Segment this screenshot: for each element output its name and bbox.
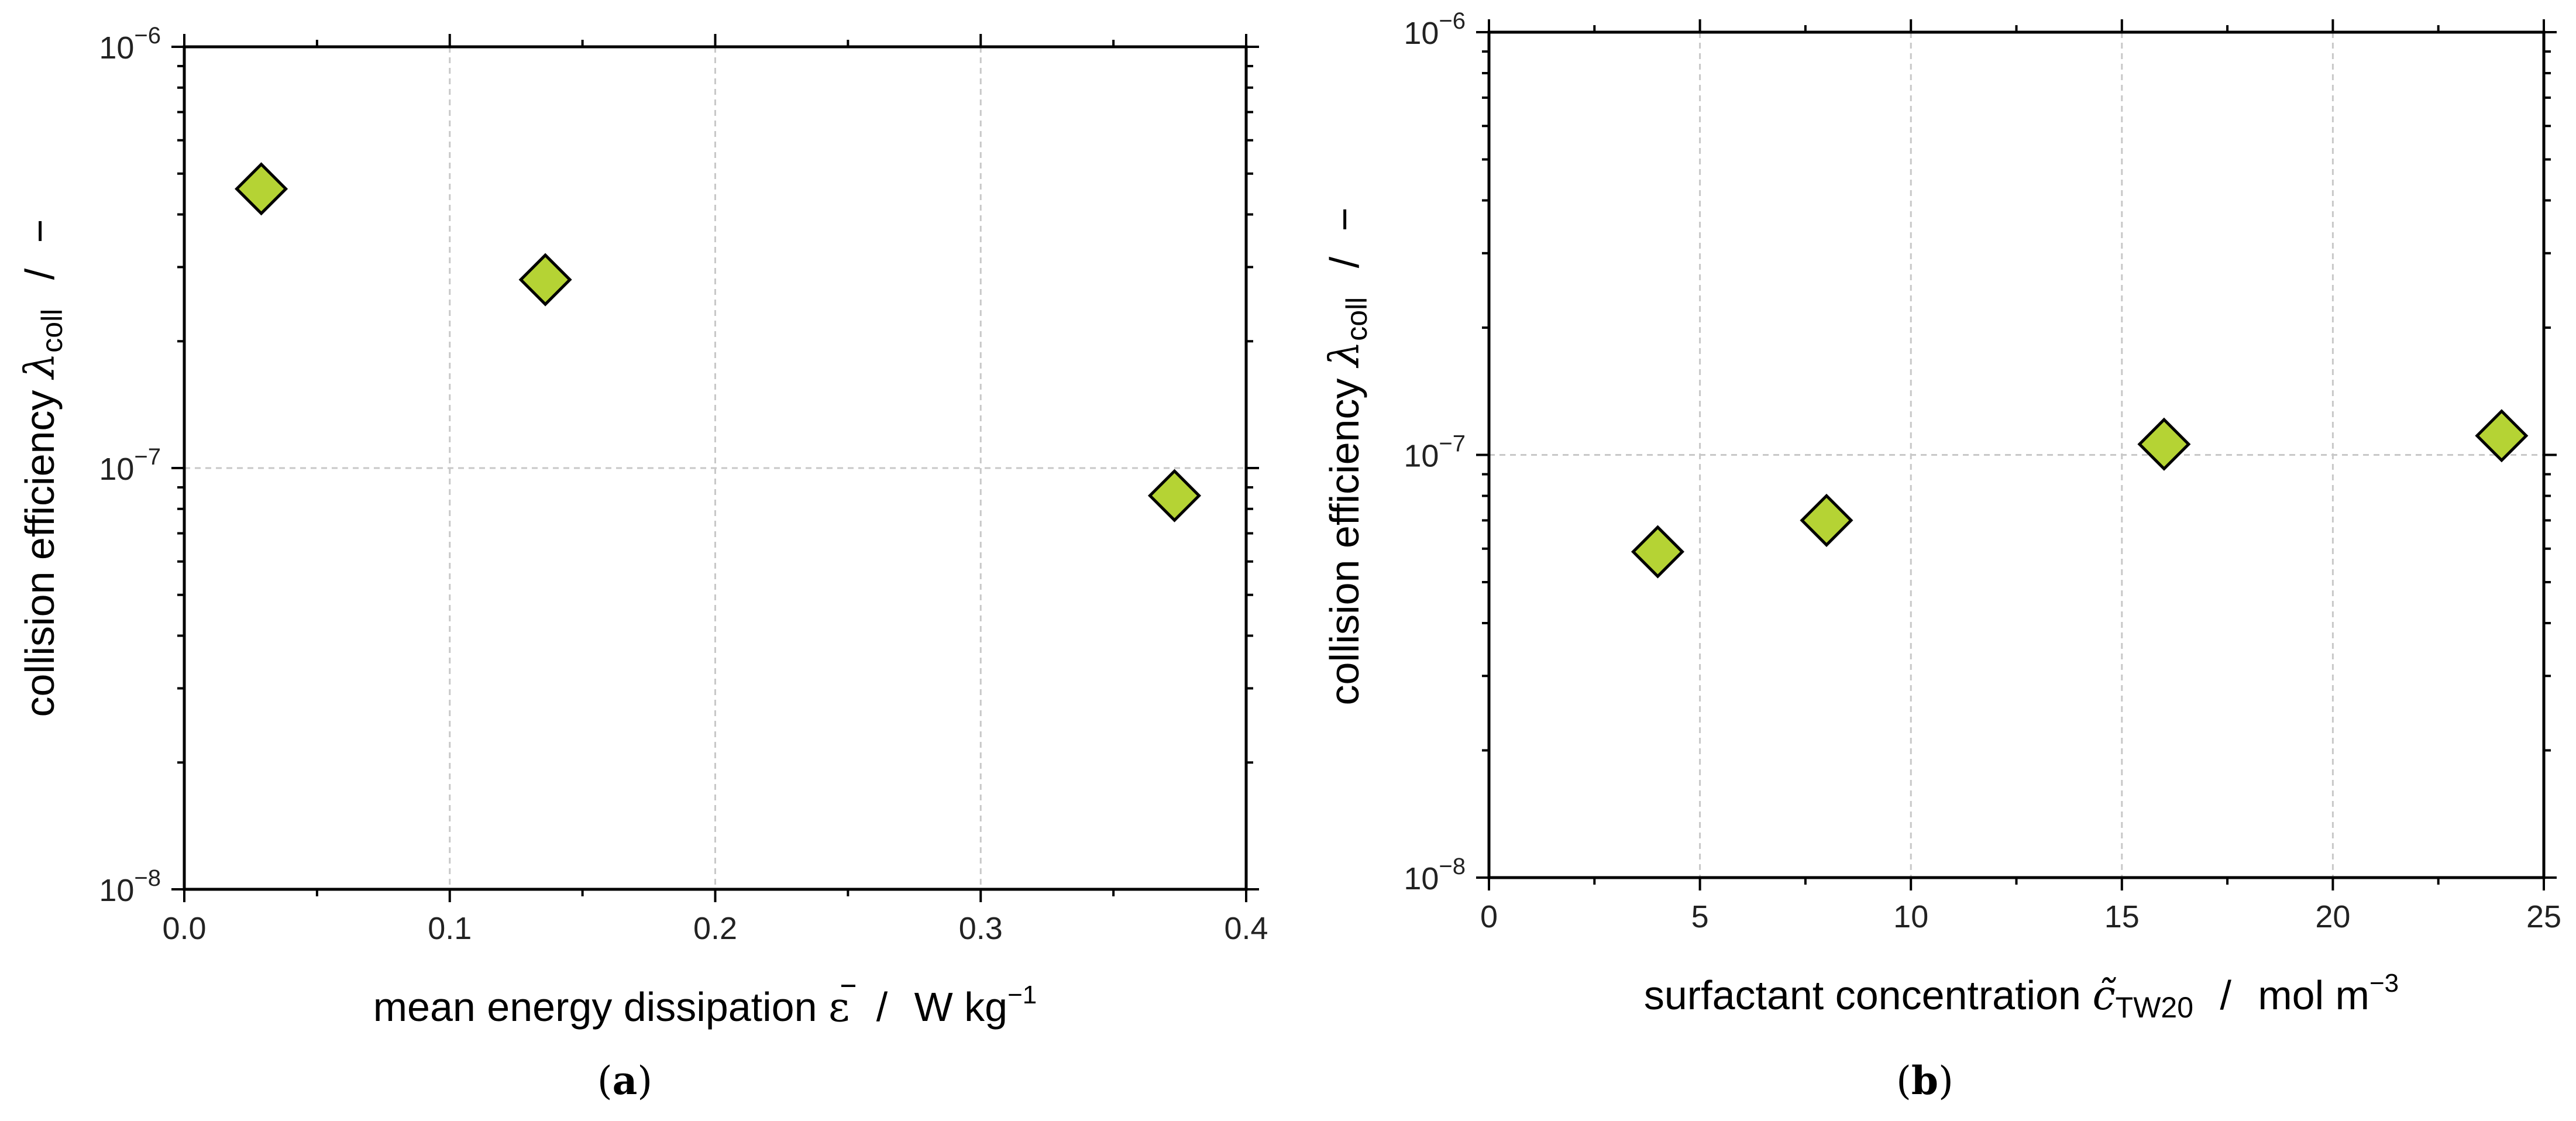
x-tick-label-b: 0	[1480, 899, 1498, 934]
grid-a	[184, 47, 1246, 889]
x-tick-label-b: 10	[1893, 899, 1928, 934]
panel-b: 0 5 10 15 20 25 10−8 10−7 10−6 collision effici…	[1320, 8, 2561, 1103]
grid-b	[1489, 32, 2544, 878]
y-tick-label-a: 10−8	[99, 865, 161, 908]
x-tick-label-a: 0.0	[162, 911, 206, 946]
data-point-b-3	[2137, 417, 2191, 471]
data-point-a-2	[518, 253, 572, 307]
data-point-a-1	[235, 162, 288, 216]
panel-a: 0.0 0.1 0.2 0.3 0.4 10−8 10−7 10−6 collision e…	[16, 23, 1268, 1103]
x-ticks-b: 0 5 10 15 20 25	[1480, 19, 2561, 934]
x-tick-label-b: 5	[1691, 899, 1709, 934]
panel-caption-a: (a)	[597, 1058, 652, 1103]
x-tick-label-a: 0.3	[959, 911, 1003, 946]
y-tick-label-b: 10−7	[1404, 431, 1466, 474]
x-tick-label-b: 20	[2315, 899, 2350, 934]
x-tick-label-a: 0.2	[693, 911, 737, 946]
x-axis-label-b: surfactant concentration c̃TW20 / mol m−…	[1644, 969, 2399, 1026]
y-tick-label-a: 10−6	[99, 23, 161, 66]
y-ticks-b: 10−8 10−7 10−6	[1404, 8, 2557, 896]
y-axis-label-b: collision efficiency λcoll / −	[1320, 207, 1375, 705]
x-tick-label-b: 25	[2526, 899, 2561, 934]
y-tick-label-b: 10−8	[1404, 854, 1466, 896]
x-tick-label-b: 15	[2104, 899, 2140, 934]
panel-caption-b: (b)	[1896, 1058, 1954, 1103]
x-axis-label-a: mean energy dissipation ε / W kg−1	[373, 981, 1037, 1031]
data-point-b-2	[1800, 493, 1853, 547]
data-point-b-4	[2475, 409, 2529, 463]
x-ticks-a: 0.0 0.1 0.2 0.3 0.4	[162, 34, 1268, 946]
y-ticks-a: 10−8 10−7 10−6	[99, 23, 1259, 908]
points-b	[1631, 409, 2529, 579]
x-tick-label-a: 0.1	[428, 911, 472, 946]
points-a	[235, 162, 1202, 522]
data-point-a-3	[1147, 469, 1202, 522]
data-point-b-1	[1631, 525, 1685, 579]
x-tick-label-a: 0.4	[1224, 911, 1268, 946]
y-tick-label-a: 10−7	[99, 444, 161, 487]
y-axis-label-a: collision efficiency λcoll / −	[16, 219, 71, 717]
y-tick-label-b: 10−6	[1404, 8, 1466, 51]
